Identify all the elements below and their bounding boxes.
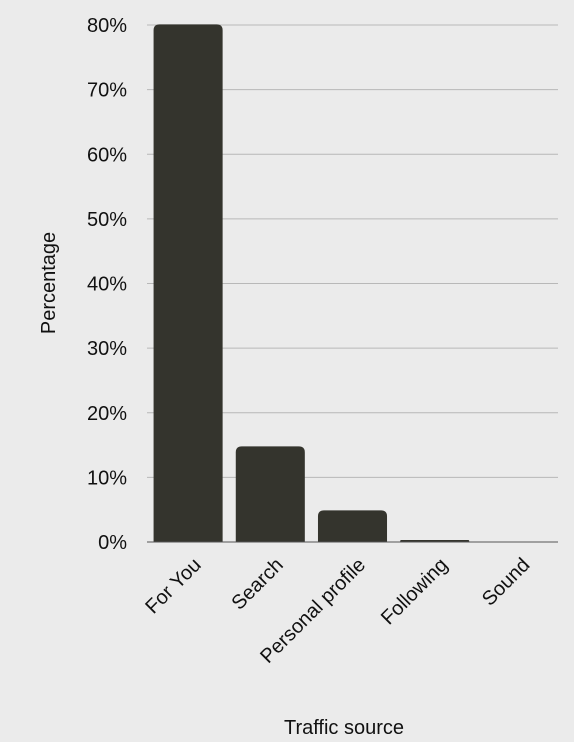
bar xyxy=(235,446,305,542)
bars xyxy=(153,24,470,542)
y-tick-label: 70% xyxy=(87,80,127,102)
x-tick-label: For You xyxy=(141,554,205,618)
x-tick-label: Sound xyxy=(478,554,534,610)
y-tick-label: 60% xyxy=(87,144,127,166)
y-tick-label: 40% xyxy=(87,274,127,296)
y-tick-label: 0% xyxy=(98,532,127,554)
y-tick-label: 20% xyxy=(87,403,127,425)
x-tick-label: Following xyxy=(377,554,452,629)
y-tick-label: 30% xyxy=(87,338,127,360)
x-tick-label: Search xyxy=(227,554,287,614)
y-tick-label: 10% xyxy=(87,467,127,489)
y-tick-labels: 0% 10% 20% 30% 40% 50% 60% 70% 80% xyxy=(87,15,127,554)
bar xyxy=(317,510,388,542)
y-tick-label: 50% xyxy=(87,209,127,231)
y-tick-label: 80% xyxy=(87,15,127,37)
y-axis-title: Percentage xyxy=(38,232,60,334)
x-axis-title: Traffic source xyxy=(284,717,404,739)
bar xyxy=(153,24,223,542)
